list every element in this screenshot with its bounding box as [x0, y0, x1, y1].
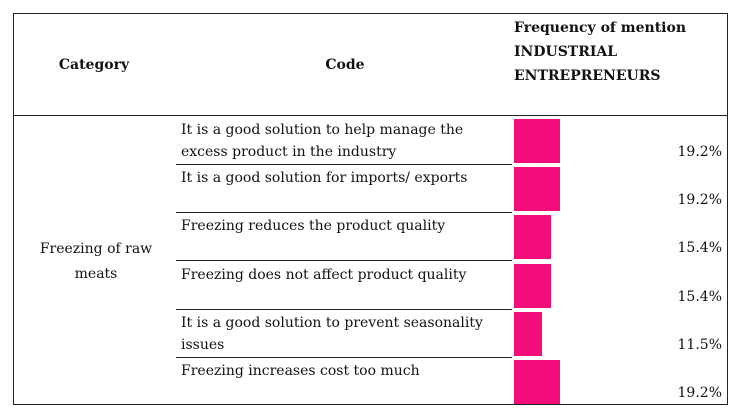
row-divider — [176, 212, 512, 214]
frequency-value: 15.4% — [677, 240, 722, 257]
category-cell: Freezing of raw meats — [28, 237, 164, 287]
code-line: Freezing increases cost too much — [181, 363, 420, 379]
header-frequency-line: ENTREPRENEURS — [514, 68, 661, 84]
frequency-bar — [514, 215, 551, 260]
frequency-bar — [514, 119, 560, 163]
code-text: It is a good solution for imports/ expor… — [181, 167, 511, 189]
frequency-value: 15.4% — [677, 288, 722, 305]
row-divider — [176, 164, 512, 165]
code-line: Freezing reduces the product quality — [181, 218, 446, 235]
header-divider — [13, 115, 728, 116]
code-line: It is a good solution for imports/ expor… — [181, 170, 468, 187]
frequency-bar — [514, 360, 560, 404]
frequency-value: 19.2% — [677, 385, 722, 401]
frequency-bar — [514, 263, 551, 308]
header-frequency-line: Frequency of mention — [514, 20, 686, 36]
category-line: Freezing of raw — [39, 241, 153, 257]
category-line: meats — [74, 266, 118, 282]
frequency-value: 19.2% — [677, 192, 722, 209]
row-divider — [176, 260, 512, 262]
code-line: Freezing does not affect product quality — [181, 266, 467, 283]
code-text: It is a good solution to prevent seasona… — [181, 312, 511, 356]
row-divider — [176, 356, 512, 358]
code-line: It is a good solution to prevent seasona… — [181, 314, 483, 331]
code-line: issues — [181, 336, 225, 353]
header-code: Code — [325, 57, 365, 73]
header-frequency: Frequency of mention INDUSTRIAL ENTREPRE… — [514, 16, 724, 88]
code-text: Freezing does not affect product quality — [181, 264, 511, 286]
frequency-value: 11.5% — [677, 336, 722, 353]
row-divider — [176, 308, 512, 310]
code-text: Freezing increases cost too much — [181, 360, 511, 382]
frequency-bar — [514, 311, 542, 356]
code-line: excess product in the industry — [181, 144, 397, 160]
table-frame — [13, 13, 728, 405]
header-category: Category — [58, 57, 130, 73]
header-frequency-line: INDUSTRIAL — [514, 44, 618, 60]
code-text: Freezing reduces the product quality — [181, 215, 511, 237]
frequency-bar — [514, 167, 560, 212]
code-line: It is a good solution to help manage the — [181, 122, 464, 138]
frequency-value: 19.2% — [677, 144, 722, 160]
code-text: It is a good solution to help manage the… — [181, 119, 511, 163]
